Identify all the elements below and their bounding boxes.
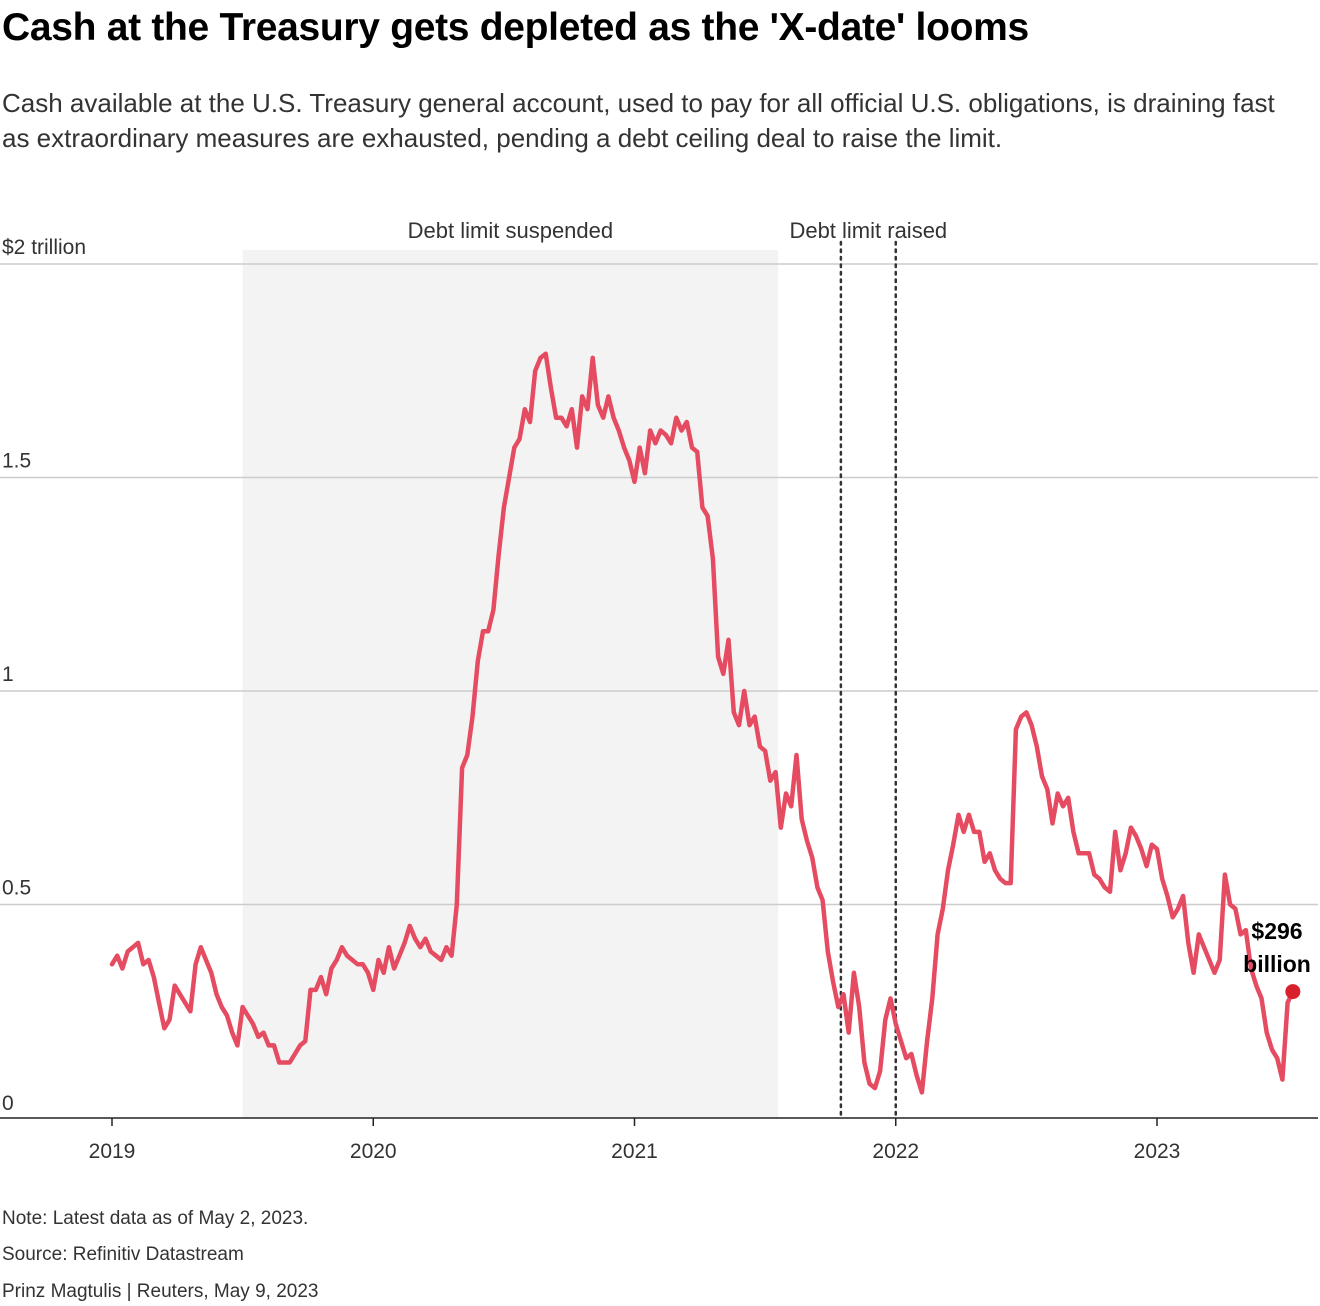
- footer-source: Source: Refinitiv Datastream: [2, 1244, 244, 1265]
- x-axis: 2019 2020 2021 2022 2023: [0, 1117, 1318, 1163]
- y-tick-label: 1: [2, 663, 14, 686]
- x-tick-label: 2020: [350, 1140, 397, 1163]
- chart-area: Debt limit suspended 0 0.5 1 1.5 $2 trillion…: [0, 218, 1318, 1163]
- latest-value-dot: [1285, 984, 1301, 1000]
- band-label: Debt limit suspended: [408, 218, 613, 243]
- latest-value-label: $296: [1251, 918, 1302, 944]
- marker-label: Debt limit raised: [789, 218, 947, 243]
- footer-credit: Prinz Magtulis | Reuters, May 9, 2023: [2, 1281, 319, 1302]
- y-tick-label: $2 trillion: [2, 236, 86, 259]
- page-title: Cash at the Treasury gets depleted as th…: [2, 6, 1029, 49]
- x-tick-label: 2019: [89, 1140, 136, 1163]
- x-tick-label: 2023: [1134, 1140, 1181, 1163]
- x-tick-label: 2021: [611, 1140, 658, 1163]
- page-subtitle: Cash available at the U.S. Treasury gene…: [2, 88, 1275, 153]
- latest-value-unit-label: billion: [1243, 951, 1311, 977]
- y-tick-label: 0.5: [2, 877, 31, 900]
- y-tick-label: 0: [2, 1092, 14, 1115]
- series-layer: [109, 351, 1296, 1095]
- gridlines: 0 0.5 1 1.5 $2 trillion: [0, 236, 1318, 1115]
- footer-note: Note: Latest data as of May 2, 2023.: [2, 1208, 309, 1229]
- annotations: $296 billion: [1243, 918, 1311, 1000]
- series-line-cash-balance: [109, 351, 1296, 1095]
- y-tick-label: 1.5: [2, 450, 31, 473]
- x-tick-label: 2022: [872, 1140, 919, 1163]
- vertical-markers: Debt limit raised: [789, 218, 947, 1120]
